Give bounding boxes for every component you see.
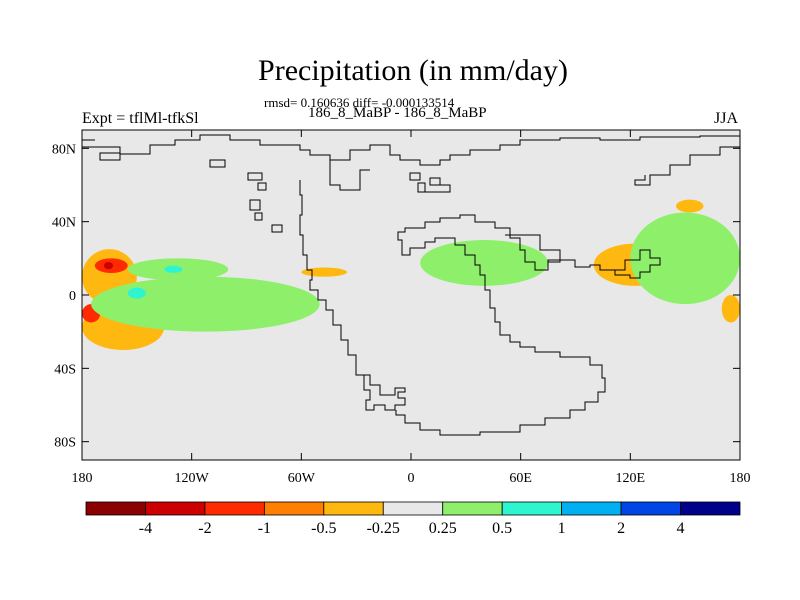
coastline-southern-continent	[395, 237, 606, 436]
y-tick-label-4: 80S	[54, 436, 76, 451]
y-tick-label-3: 40S	[54, 362, 76, 377]
anomaly-region-7	[91, 276, 320, 332]
colorbar-swatch-7	[501, 501, 563, 516]
colorbar-label-2: -1	[258, 520, 271, 537]
colorbar-swatch-3	[263, 501, 325, 516]
y-tick-label-0: 80N	[52, 142, 76, 157]
colorbar-label-7: 1	[558, 520, 566, 537]
anomaly-region-6	[164, 265, 183, 274]
colorbar-label-4: -0.25	[367, 520, 400, 537]
colorbar-label-9: 4	[677, 520, 685, 537]
colorbar-swatch-10	[680, 501, 741, 516]
x-tick-label-5: 120E	[616, 471, 646, 486]
experiment-label: Expt = tflMl-tfkSl	[82, 110, 199, 127]
anomaly-region-8	[127, 287, 146, 299]
colorbar: -4 -2 -1 -0.5 -0.25 0.25 0.5 1 2 4	[85, 501, 741, 537]
x-tick-label-3: 0	[408, 471, 415, 486]
stats-line: rmsd= 0.160636 diff= -0.000133514	[264, 95, 455, 110]
anomaly-region-14	[676, 199, 704, 213]
colorbar-swatch-0	[85, 501, 146, 516]
anomaly-region-13	[630, 212, 740, 305]
coastlines	[82, 134, 740, 436]
case-line: 186_8_MaBP - 186_8_MaBP	[308, 105, 487, 121]
anomaly-layer	[82, 199, 740, 351]
colorbar-label-8: 2	[617, 520, 625, 537]
coastline-northern-landmass	[82, 134, 740, 166]
x-tick-label-2: 60W	[288, 471, 316, 486]
anomaly-region-15	[721, 295, 740, 323]
y-tick-label-2: 0	[69, 289, 76, 304]
x-tick-label-6: 180	[730, 471, 751, 486]
anomaly-region-9	[301, 267, 348, 277]
colorbar-swatch-4	[323, 501, 384, 516]
x-tick-label-0: 180	[72, 471, 93, 486]
colorbar-swatch-8	[561, 501, 622, 516]
coastline-small-islands	[209, 159, 451, 233]
colorbar-swatch-6	[442, 501, 503, 516]
anomaly-region-10	[420, 239, 549, 286]
season-label: JJA	[714, 110, 739, 127]
y-tick-label-1: 40N	[52, 216, 76, 231]
coastline-east-asia	[634, 146, 740, 186]
x-tick-label-1: 120W	[175, 471, 210, 486]
coastline-bay	[329, 160, 370, 191]
anomaly-region-2	[103, 262, 114, 270]
coastline-western-continent	[299, 180, 406, 411]
colorbar-label-3: -0.5	[311, 520, 336, 537]
colorbar-swatch-5	[382, 501, 444, 516]
colorbar-swatch-2	[204, 501, 265, 516]
coastline-eastern-continent	[397, 214, 661, 279]
colorbar-swatch-1	[145, 501, 206, 516]
colorbar-label-1: -2	[198, 520, 211, 537]
colorbar-label-5: 0.25	[429, 520, 457, 537]
colorbar-label-6: 0.5	[492, 520, 512, 537]
x-tick-label-4: 60E	[509, 471, 532, 486]
coastline-inland-sea	[505, 234, 561, 263]
chart-title: Precipitation (in mm/day)	[258, 54, 568, 87]
colorbar-label-0: -4	[139, 520, 152, 537]
map-axes: 180 120W 60W 0 60E 120E 180 80N 40N 0 40S 80S	[52, 130, 751, 486]
colorbar-swatch-9	[620, 501, 681, 516]
